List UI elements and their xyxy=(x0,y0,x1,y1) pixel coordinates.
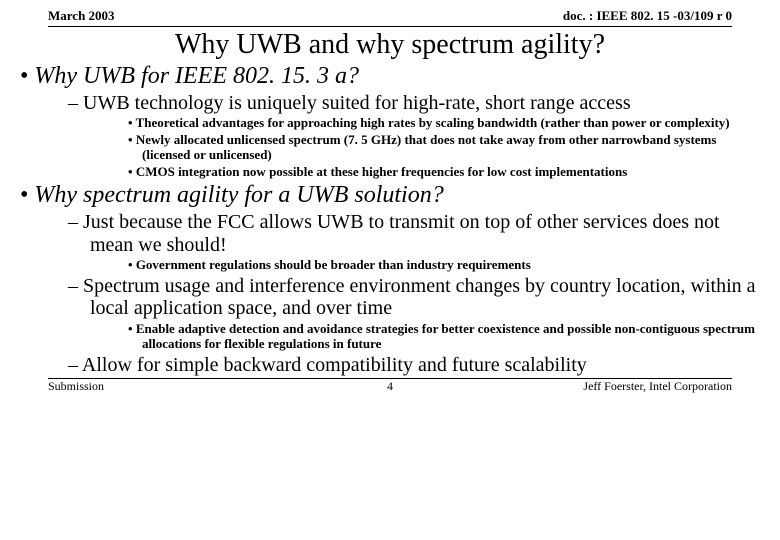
header-date: March 2003 xyxy=(48,8,115,24)
footer-right: Jeff Foerster, Intel Corporation xyxy=(583,379,732,394)
bullet-text: Theoretical advantages for approaching h… xyxy=(136,115,730,130)
slide-content: Why UWB for IEEE 802. 15. 3 a? UWB techn… xyxy=(0,63,780,376)
bullet-text: UWB technology is uniquely suited for hi… xyxy=(83,92,631,114)
bullet-text: Enable adaptive detection and avoidance … xyxy=(136,321,755,351)
bullet-text: Why UWB for IEEE 802. 15. 3 a? xyxy=(34,63,359,89)
bullet-l2: Spectrum usage and interference environm… xyxy=(68,275,766,352)
header-rule xyxy=(48,26,732,27)
bullet-text: Allow for simple backward compatibility … xyxy=(82,354,587,376)
footer-page: 4 xyxy=(387,379,393,394)
footer-left: Submission xyxy=(48,379,104,394)
slide-header: March 2003 doc. : IEEE 802. 15 -03/109 r… xyxy=(0,0,780,26)
bullet-text: Government regulations should be broader… xyxy=(136,257,531,272)
bullet-l2: Allow for simple backward compatibility … xyxy=(68,354,766,376)
slide-footer: Submission 4 Jeff Foerster, Intel Corpor… xyxy=(0,379,780,400)
bullet-text: Newly allocated unlicensed spectrum (7. … xyxy=(136,132,717,162)
bullet-l3: CMOS integration now possible at these h… xyxy=(128,165,766,180)
bullet-text: Just because the FCC allows UWB to trans… xyxy=(83,211,720,255)
header-doc: doc. : IEEE 802. 15 -03/109 r 0 xyxy=(563,8,732,24)
bullet-l3: Theoretical advantages for approaching h… xyxy=(128,116,766,131)
bullet-l1: Why UWB for IEEE 802. 15. 3 a? UWB techn… xyxy=(14,63,766,180)
bullet-l3: Enable adaptive detection and avoidance … xyxy=(128,322,766,352)
bullet-l3: Newly allocated unlicensed spectrum (7. … xyxy=(128,133,766,163)
bullet-l3: Government regulations should be broader… xyxy=(128,258,766,273)
bullet-l2: UWB technology is uniquely suited for hi… xyxy=(68,92,766,180)
bullet-l1: Why spectrum agility for a UWB solution?… xyxy=(14,182,766,376)
bullet-text: CMOS integration now possible at these h… xyxy=(136,164,627,179)
bullet-text: Why spectrum agility for a UWB solution? xyxy=(34,182,443,208)
bullet-l2: Just because the FCC allows UWB to trans… xyxy=(68,211,766,273)
bullet-text: Spectrum usage and interference environm… xyxy=(83,275,756,319)
slide-title: Why UWB and why spectrum agility? xyxy=(0,29,780,61)
